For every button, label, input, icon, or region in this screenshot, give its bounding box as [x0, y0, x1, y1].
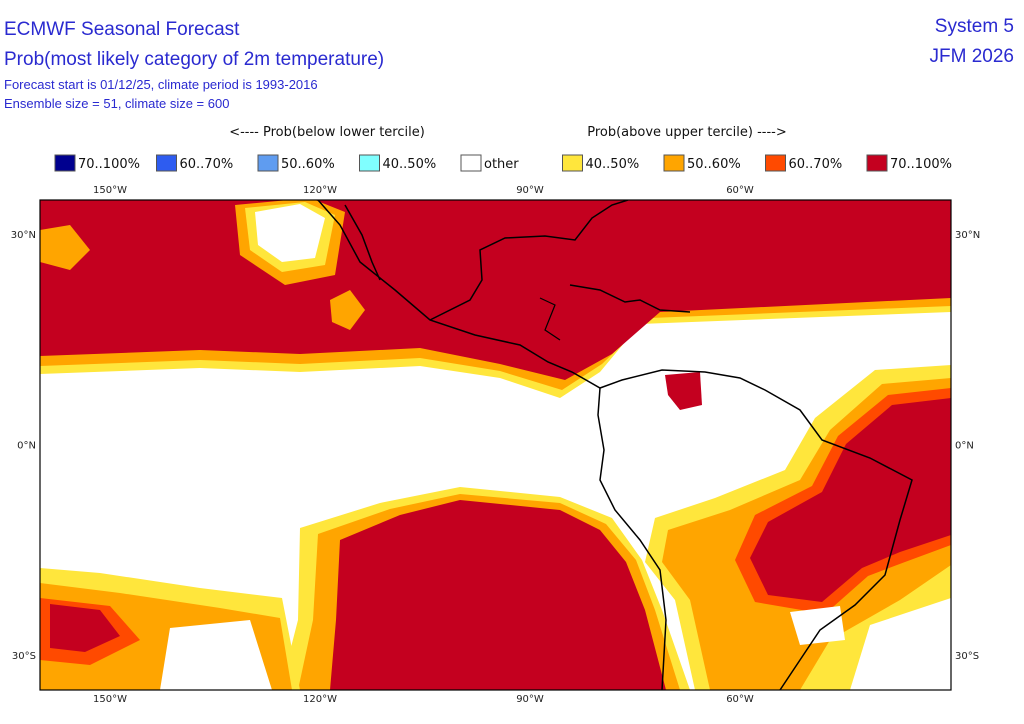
legend-label: 50..60%: [281, 157, 335, 172]
region: [850, 598, 951, 690]
region: [50, 604, 120, 652]
region: [895, 338, 920, 358]
legend-swatch: [460, 154, 482, 172]
legend-label: 70..100%: [890, 157, 952, 172]
lat-label: 0°N: [17, 441, 36, 452]
region: [330, 290, 365, 330]
legend-label: 70..100%: [78, 157, 140, 172]
lon-label: 120°W: [303, 185, 337, 196]
lat-label: 0°N: [955, 441, 974, 452]
legend-label: 40..50%: [383, 157, 437, 172]
lon-label: 150°W: [93, 694, 127, 705]
region: [665, 372, 702, 410]
lon-label: 90°W: [516, 694, 544, 705]
legend-swatch: [257, 154, 279, 172]
region: [750, 398, 951, 602]
legend-swatch: [359, 154, 380, 172]
system: System 5: [935, 16, 1014, 37]
legend-below-label: <---- Prob(below lower tercile): [229, 125, 425, 140]
title: ECMWF Seasonal Forecast: [4, 19, 240, 40]
coastline: [539, 297, 561, 341]
legend-label: 60..70%: [180, 157, 234, 172]
coastline: [344, 204, 381, 281]
legend-label: 50..60%: [687, 157, 741, 172]
legend-label: 40..50%: [586, 157, 640, 172]
legend-swatch: [562, 154, 583, 172]
subtitle: Prob(most likely category of 2m temperat…: [4, 49, 384, 70]
legend-swatch: [765, 154, 786, 172]
period: JFM 2026: [930, 46, 1014, 67]
lon-label: 60°W: [726, 694, 754, 705]
lat-label: 30°S: [12, 651, 36, 662]
legend-swatch: [663, 154, 685, 172]
lon-label: 120°W: [303, 694, 337, 705]
coastline: [569, 284, 691, 313]
region: [255, 204, 325, 262]
legend-swatch: [156, 154, 177, 172]
region: [40, 225, 90, 270]
lon-label: 90°W: [516, 185, 544, 196]
coastline: [597, 387, 667, 690]
region: [330, 500, 666, 690]
legend: 70..100% 60..70% 50..60% 40..50% other 40..50…: [54, 154, 952, 172]
region: [160, 620, 272, 690]
legend-swatch: [866, 154, 888, 172]
lat-label: 30°N: [11, 230, 36, 241]
legend-swatch: [54, 154, 76, 172]
legend-above-label: Prob(above upper tercile) ---->: [587, 125, 787, 140]
region: [790, 606, 845, 645]
legend-label: other: [484, 157, 519, 172]
legend-label: 60..70%: [789, 157, 843, 172]
axis-labels: 150°W 150°W 120°W 120°W 90°W 90°W 60°W 60°W 30°N…: [11, 185, 980, 705]
lon-label: 150°W: [93, 185, 127, 196]
map-frame: [39, 199, 952, 691]
lon-label: 60°W: [726, 185, 754, 196]
lat-label: 30°S: [955, 651, 979, 662]
info-line: Forecast start is 01/12/25, climate peri…: [4, 77, 318, 92]
map: [40, 200, 951, 690]
lat-label: 30°N: [955, 230, 980, 241]
coastline: [429, 200, 629, 321]
info-line: Ensemble size = 51, climate size = 600: [4, 96, 229, 111]
